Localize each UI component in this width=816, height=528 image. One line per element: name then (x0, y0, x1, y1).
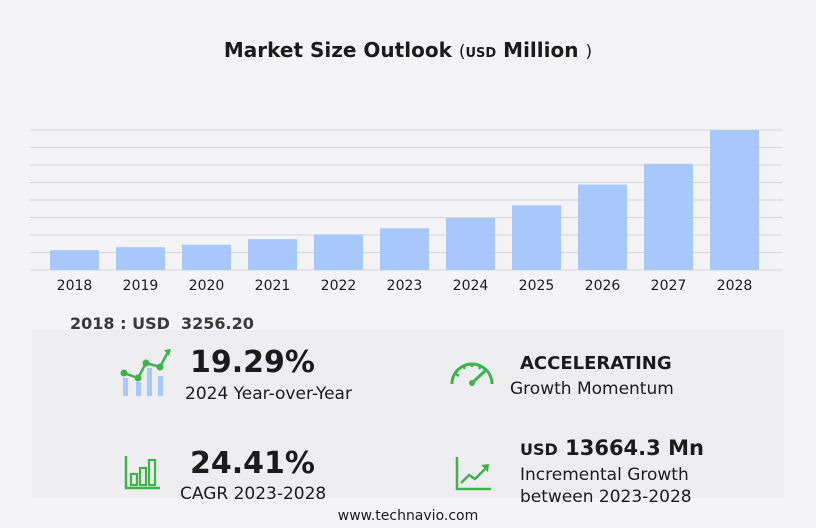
x-tick-label: 2028 (717, 278, 753, 294)
momentum-label: Growth Momentum (510, 379, 674, 399)
x-tick-label: 2021 (255, 278, 291, 294)
title-scale: Million (503, 38, 579, 62)
incremental-value: USD 13664.3 Mn (520, 436, 704, 460)
x-tick-label: 2022 (321, 278, 357, 294)
speedometer-icon (450, 362, 494, 386)
x-tick-label: 2025 (519, 278, 555, 294)
bar-2018 (50, 250, 99, 270)
x-tick-label: 2020 (189, 278, 225, 294)
incremental-label-2: between 2023-2028 (520, 487, 692, 507)
x-tick-label: 2024 (453, 278, 489, 294)
base-year-label: 2018 : USD (70, 314, 170, 333)
bar-2023 (380, 228, 429, 270)
base-year-number: 3256.20 (181, 314, 254, 333)
bar-chart: 2018 2019 2020 2021 2022 2023 2024 2025 2026 2027… (30, 129, 782, 294)
chart-title: Market Size Outlook (USD Million ) (223, 38, 593, 62)
incremental-label-1: Incremental Growth (520, 465, 689, 485)
bar-2019 (116, 247, 165, 270)
x-tick-label: 2026 (585, 278, 621, 294)
trend-up-icon (455, 457, 491, 491)
bar-2025 (512, 205, 561, 270)
bar-2027 (644, 163, 693, 270)
bar-2028 (710, 130, 759, 270)
bar-2026 (578, 184, 627, 270)
bar-2022 (314, 234, 363, 270)
title-currency: USD (465, 46, 497, 61)
kpi-panel (32, 330, 784, 498)
bar-2021 (248, 239, 297, 270)
x-tick-label: 2023 (387, 278, 423, 294)
bar-growth-icon (124, 456, 160, 490)
incremental-amount: 13664.3 Mn (565, 436, 704, 460)
cagr-value: 24.41% (190, 446, 315, 481)
bar-2024 (446, 218, 495, 270)
growth-chart-icon (120, 349, 171, 396)
x-tick-label: 2019 (123, 278, 159, 294)
yoy-label: 2024 Year-over-Year (185, 384, 352, 404)
x-tick-label: 2027 (651, 278, 687, 294)
yoy-value: 19.29% (190, 345, 315, 380)
x-tick-label: 2018 (57, 278, 93, 294)
chart-title-text: Market Size Outlook (223, 38, 452, 62)
incremental-currency: USD (520, 440, 558, 459)
base-year-value: 2018 : USD 3256.20 (70, 314, 254, 333)
footer-url: www.technavio.com (337, 508, 479, 524)
cagr-label: CAGR 2023-2028 (180, 484, 327, 504)
momentum-value: ACCELERATING (520, 353, 672, 374)
bar-2020 (182, 244, 231, 270)
